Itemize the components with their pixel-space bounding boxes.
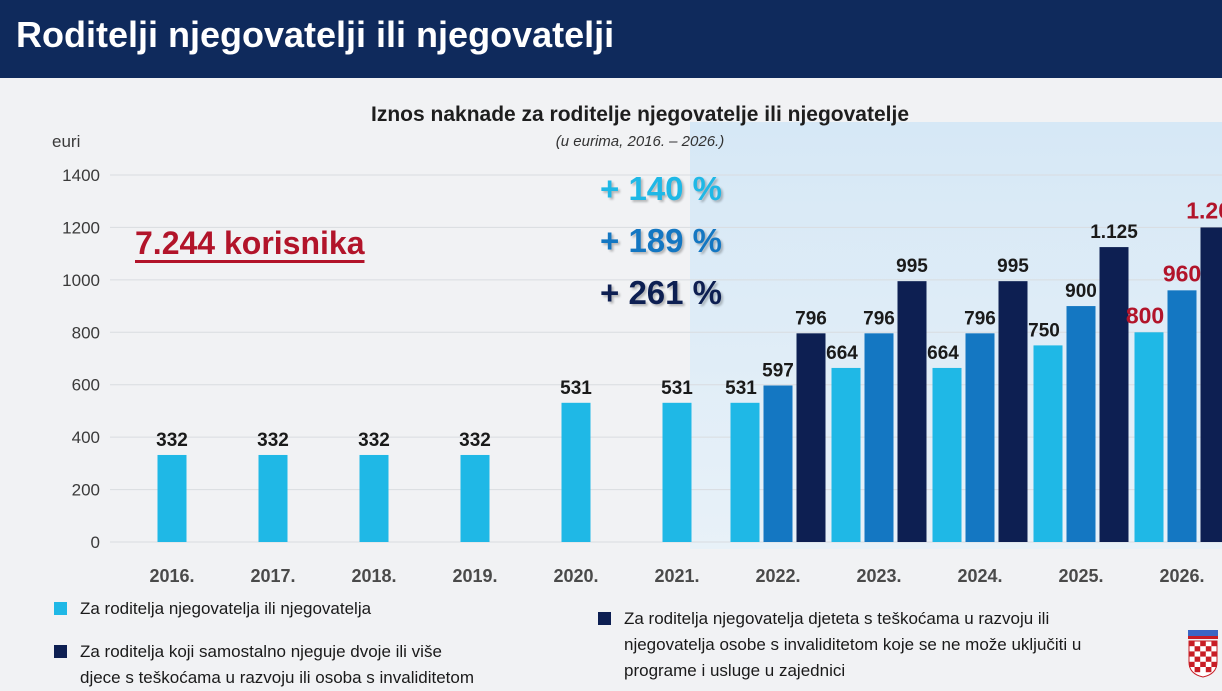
bar xyxy=(998,281,1028,542)
data-label: 664 xyxy=(927,343,959,364)
legend-swatch-3 xyxy=(598,612,611,625)
data-label: 796 xyxy=(863,308,895,329)
x-tick-label: 2017. xyxy=(250,566,295,586)
bar xyxy=(864,333,894,542)
y-tick-label: 800 xyxy=(72,323,100,342)
data-label: 332 xyxy=(156,430,188,451)
y-axis-label: euri xyxy=(52,132,81,151)
data-label: 531 xyxy=(560,378,592,399)
y-tick-label: 400 xyxy=(72,428,100,447)
bar xyxy=(662,402,692,542)
x-tick-label: 2023. xyxy=(856,566,901,586)
bar xyxy=(1099,247,1129,542)
bar xyxy=(932,367,962,542)
x-tick-label: 2019. xyxy=(452,566,497,586)
data-label: 900 xyxy=(1065,281,1097,302)
data-label: 332 xyxy=(257,430,289,451)
bar xyxy=(831,367,861,542)
data-label: 995 xyxy=(997,256,1029,277)
y-tick-label: 0 xyxy=(91,533,100,552)
page-title: Roditelji njegovatelji ili njegovatelji xyxy=(16,14,615,55)
x-tick-label: 2026. xyxy=(1159,566,1204,586)
legend-item-3-line-1: Za roditelja njegovatelja djeteta s tešk… xyxy=(624,609,1050,628)
chart-title: Iznos naknade za roditelje njegovatelje … xyxy=(371,103,909,126)
legend-item-3-line-3: programe i usluge u zajednici xyxy=(624,661,846,680)
data-label: 1.200 xyxy=(1186,197,1222,223)
x-tick-label: 2020. xyxy=(553,566,598,586)
data-label: 332 xyxy=(459,430,491,451)
y-tick-label: 1400 xyxy=(62,166,100,185)
x-tick-label: 2025. xyxy=(1058,566,1103,586)
bar xyxy=(965,333,995,542)
x-tick-label: 2016. xyxy=(149,566,194,586)
bar xyxy=(897,281,927,542)
bar xyxy=(359,454,389,542)
data-label: 796 xyxy=(964,308,996,329)
legend-item-2-line-2: djece s teškoćama u razvoju ili osoba s … xyxy=(80,668,475,687)
x-tick-label: 2018. xyxy=(351,566,396,586)
data-label: 1.125 xyxy=(1090,222,1138,243)
bar xyxy=(460,454,490,542)
data-label: 531 xyxy=(725,378,757,399)
increase-189: + 189 % xyxy=(600,222,723,259)
legend-swatch-1 xyxy=(54,602,67,615)
users-count: 7.244 korisnika xyxy=(135,225,365,261)
bar xyxy=(763,385,793,542)
legend-item-3-line-2: njegovatelja osobe s invaliditetom koje … xyxy=(624,635,1082,654)
y-tick-label: 1000 xyxy=(62,271,100,290)
bar xyxy=(1167,290,1197,542)
bar xyxy=(1200,227,1222,542)
data-label: 995 xyxy=(896,256,928,277)
data-label: 332 xyxy=(358,430,390,451)
bar xyxy=(1033,345,1063,542)
x-tick-label: 2021. xyxy=(654,566,699,586)
data-label: 750 xyxy=(1028,320,1060,341)
legend-item-2-line-1: Za roditelja koji samostalno njeguje dvo… xyxy=(80,642,442,661)
legend-swatch-2 xyxy=(54,645,67,658)
header-bar: Roditelji njegovatelji ili njegovatelji xyxy=(0,0,1222,78)
bar xyxy=(730,402,760,542)
data-label: 800 xyxy=(1126,302,1164,328)
y-tick-label: 1200 xyxy=(62,218,100,237)
bar xyxy=(157,454,187,542)
increase-140: + 140 % xyxy=(600,170,723,207)
data-label: 597 xyxy=(762,361,794,382)
x-tick-label: 2022. xyxy=(755,566,800,586)
x-tick-label: 2024. xyxy=(957,566,1002,586)
bar xyxy=(796,333,826,542)
y-tick-label: 600 xyxy=(72,376,100,395)
bar xyxy=(1134,332,1164,542)
increase-261: + 261 % xyxy=(600,274,723,311)
data-label: 664 xyxy=(826,343,858,364)
data-label: 960 xyxy=(1163,260,1201,286)
bar xyxy=(258,454,288,542)
data-label: 796 xyxy=(795,308,827,329)
y-tick-label: 200 xyxy=(72,481,100,500)
bar xyxy=(561,402,591,542)
data-label: 531 xyxy=(661,378,693,399)
coat-of-arms-icon xyxy=(1188,630,1218,678)
bar xyxy=(1066,306,1096,542)
legend-item-1: Za roditelja njegovatelja ili njegovatel… xyxy=(80,599,372,618)
chart-subtitle: (u eurima, 2016. – 2026.) xyxy=(555,133,725,150)
